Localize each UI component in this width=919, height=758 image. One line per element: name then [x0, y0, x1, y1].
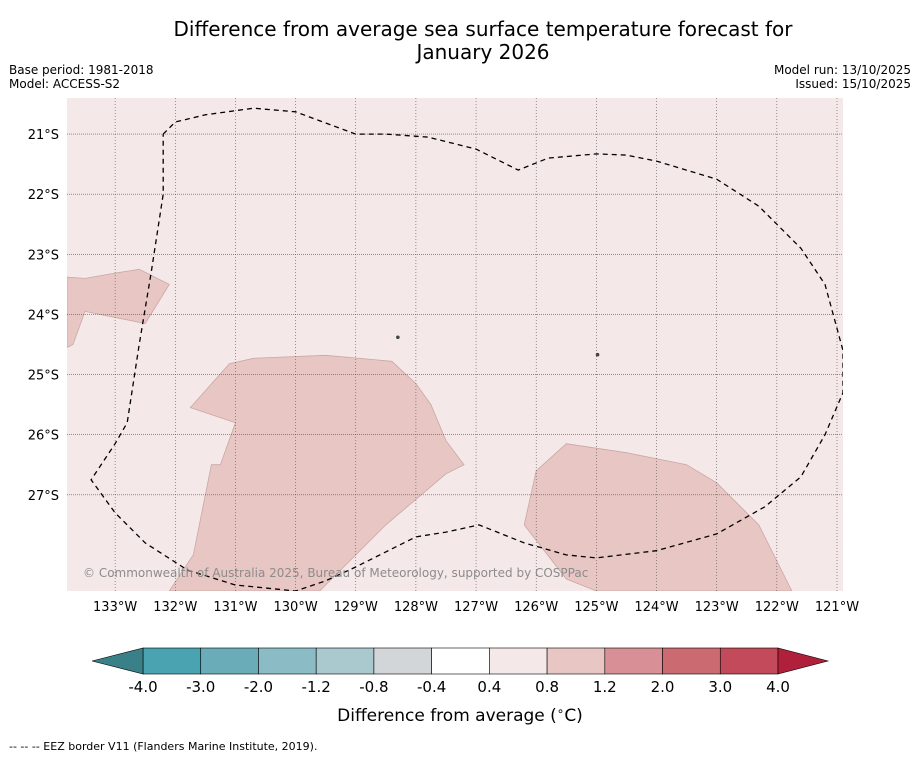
x-tick-label: 128°W	[394, 600, 438, 615]
x-tick-label: 132°W	[153, 600, 197, 615]
x-tick-label: 131°W	[213, 600, 257, 615]
x-tick-label: 127°W	[454, 600, 498, 615]
colorbar-tick-label: 1.2	[593, 678, 617, 696]
colorbar-segment-0.8	[546, 647, 606, 675]
colorbar-tick-label: 4.0	[766, 678, 790, 696]
x-tick-label: 122°W	[755, 600, 799, 615]
map-layers	[67, 98, 843, 591]
y-tick-label: 24°S	[28, 308, 59, 323]
model-name: Model: ACCESS-S2	[9, 77, 121, 91]
colorbar-tick-label: 0.4	[477, 678, 501, 696]
x-tick-label: 121°W	[815, 600, 859, 615]
colorbar-label: Difference from average (∘C)	[337, 704, 583, 726]
anomaly-region-1	[67, 268, 170, 348]
y-tick-label: 22°S	[28, 188, 59, 203]
colorbar-segment-0.4	[489, 647, 548, 675]
colorbar-extend-over	[777, 647, 830, 675]
anomaly-region-2	[168, 354, 465, 591]
plot-area: 133°W 132°W 131°W 130°W 129°W 128°W 127°W 126°W…	[28, 98, 859, 615]
meta-left: Base period: 1981-2018 Model: ACCESS-S2	[9, 63, 154, 91]
colorbar-tick-label: -2.0	[244, 678, 273, 696]
y-tick-label: 23°S	[28, 248, 59, 263]
colorbar-segment-1.2	[604, 647, 663, 675]
colorbar-tick-label: -1.2	[302, 678, 331, 696]
x-tick-label: 133°W	[93, 600, 137, 615]
title-line-1: Difference from average sea surface temp…	[173, 17, 793, 41]
colorbar-extend-under	[91, 647, 144, 675]
colorbar-tick-label: -4.0	[128, 678, 157, 696]
y-tick-label: 21°S	[28, 128, 59, 143]
anomaly-region-3	[523, 443, 793, 591]
issued-date: Issued: 15/10/2025	[795, 77, 911, 91]
colorbar-segment--4.0	[142, 647, 202, 675]
eez-footnote: -- -- -- EEZ border V11 (Flanders Marine…	[9, 740, 318, 753]
copyright-text: © Commonwealth of Australia 2025, Bureau…	[83, 566, 588, 580]
colorbar-tick-label: -3.0	[186, 678, 215, 696]
colorbar-segment--0.4	[431, 647, 490, 675]
y-tick-label: 25°S	[28, 369, 59, 384]
colorbar-segment-2.0	[662, 647, 721, 675]
colorbar: -4.0 -3.0 -2.0 -1.2 -0.8 -0.4 0.4 0.8 1.2 2.0 3.0 4…	[91, 647, 830, 726]
colorbar-tick-label: 3.0	[708, 678, 732, 696]
x-tick-label: 130°W	[274, 600, 318, 615]
model-run: Model run: 13/10/2025	[773, 63, 911, 77]
base-period: Base period: 1981-2018	[9, 63, 154, 77]
x-tick-label: 129°W	[334, 600, 378, 615]
chart-title: Difference from average sea surface temp…	[0, 18, 919, 64]
colorbar-tick-label: 0.8	[535, 678, 559, 696]
meta-right: Model run: 13/10/2025 Issued: 15/10/2025	[774, 63, 911, 91]
colorbar-tick-label: -0.8	[359, 678, 388, 696]
x-tick-label: 126°W	[514, 600, 558, 615]
colorbar-segment--2.0	[258, 647, 317, 675]
colorbar-segment--1.2	[315, 647, 375, 675]
colorbar-tick-label: -0.4	[417, 678, 446, 696]
x-tick-label: 123°W	[695, 600, 739, 615]
island-1	[396, 335, 400, 340]
x-tick-label: 125°W	[574, 600, 618, 615]
colorbar-tick-label: 2.0	[651, 678, 675, 696]
eez-border-line	[90, 107, 843, 591]
colorbar-segment--3.0	[200, 647, 259, 675]
y-tick-label: 26°S	[28, 429, 59, 444]
colorbar-segment-3.0	[719, 647, 779, 675]
colorbar-segment--0.8	[373, 647, 432, 675]
title-line-2: January 2026	[416, 40, 550, 64]
y-tick-label: 27°S	[28, 489, 59, 504]
island-2	[595, 352, 600, 357]
x-tick-label: 124°W	[634, 600, 678, 615]
